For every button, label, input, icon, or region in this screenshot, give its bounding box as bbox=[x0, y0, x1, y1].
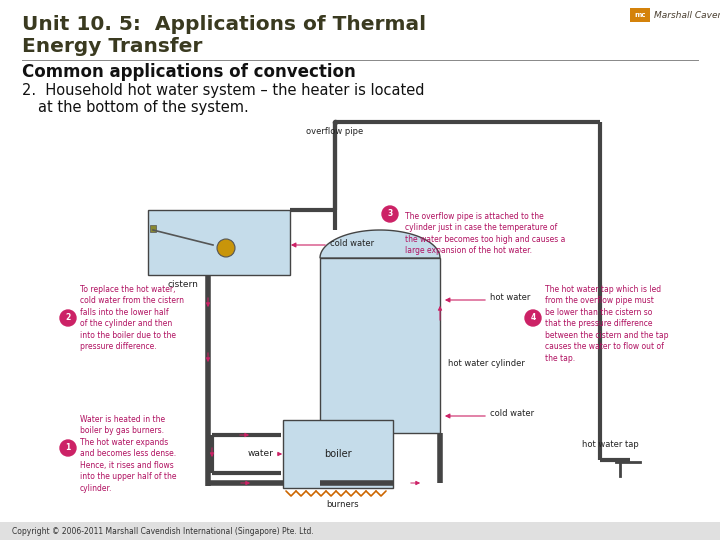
Text: cistern: cistern bbox=[168, 280, 199, 289]
Text: burners: burners bbox=[327, 500, 359, 509]
Bar bbox=[150, 225, 156, 232]
Text: water: water bbox=[247, 449, 273, 458]
Text: 3: 3 bbox=[387, 210, 392, 219]
Text: 1: 1 bbox=[66, 443, 71, 453]
Circle shape bbox=[382, 206, 398, 222]
Circle shape bbox=[217, 239, 235, 257]
Text: Energy Transfer: Energy Transfer bbox=[22, 37, 202, 56]
Text: Common applications of convection: Common applications of convection bbox=[22, 63, 356, 81]
Text: hot water tap: hot water tap bbox=[582, 440, 639, 449]
Text: Marshall Cavendish: Marshall Cavendish bbox=[654, 10, 720, 19]
Text: Unit 10. 5:  Applications of Thermal: Unit 10. 5: Applications of Thermal bbox=[22, 15, 426, 34]
Text: mc: mc bbox=[634, 12, 646, 18]
Text: To replace the hot water,
cold water from the cistern
falls into the lower half
: To replace the hot water, cold water fro… bbox=[80, 285, 184, 351]
Text: 2: 2 bbox=[66, 314, 71, 322]
Text: boiler: boiler bbox=[324, 449, 352, 459]
Circle shape bbox=[525, 310, 541, 326]
Text: Copyright © 2006-2011 Marshall Cavendish International (Singapore) Pte. Ltd.: Copyright © 2006-2011 Marshall Cavendish… bbox=[12, 526, 314, 536]
Bar bbox=[630, 8, 650, 22]
Text: The hot water tap which is led
from the overflow pipe must
be lower than the cis: The hot water tap which is led from the … bbox=[545, 285, 668, 363]
Text: hot water: hot water bbox=[490, 294, 531, 302]
Bar bbox=[283, 420, 393, 488]
Bar bbox=[320, 258, 440, 433]
Bar bbox=[0, 522, 720, 540]
Bar bbox=[148, 210, 290, 275]
Text: 4: 4 bbox=[531, 314, 536, 322]
Text: at the bottom of the system.: at the bottom of the system. bbox=[38, 100, 248, 115]
Text: cold water: cold water bbox=[490, 409, 534, 418]
Text: cold water: cold water bbox=[330, 239, 374, 247]
Circle shape bbox=[60, 310, 76, 326]
Circle shape bbox=[60, 440, 76, 456]
Text: Water is heated in the
boiler by gas burners.
The hot water expands
and becomes : Water is heated in the boiler by gas bur… bbox=[80, 415, 176, 492]
Text: overflow pipe: overflow pipe bbox=[307, 127, 364, 136]
Text: hot water cylinder: hot water cylinder bbox=[448, 359, 525, 368]
Polygon shape bbox=[320, 230, 440, 258]
Text: 2.  Household hot water system – the heater is located: 2. Household hot water system – the heat… bbox=[22, 83, 425, 98]
Text: The overflow pipe is attached to the
cylinder just in case the temperature of
th: The overflow pipe is attached to the cyl… bbox=[405, 212, 565, 255]
